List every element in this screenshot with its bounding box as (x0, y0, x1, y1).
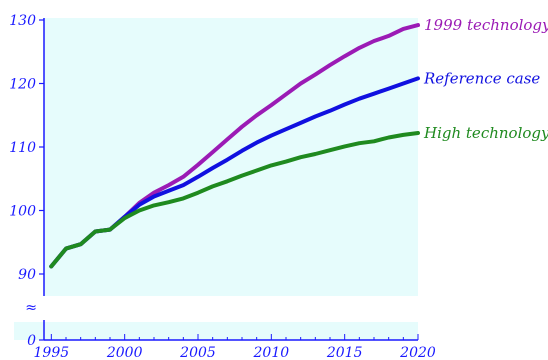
series-label: Reference case (423, 69, 540, 87)
y-tick-label: 0 (27, 333, 36, 349)
y-tick-label: 110 (9, 140, 36, 156)
axes: ≈ (14, 18, 419, 341)
series-labels: 1999 technology Reference case High techno… (423, 16, 548, 142)
series-line (49, 131, 420, 269)
series-lines (49, 23, 420, 269)
plot-area-bottom (44, 322, 418, 340)
x-tick-label: 2005 (179, 345, 216, 360)
y-tick-label: 130 (9, 13, 36, 29)
series-label: High technology (423, 124, 548, 142)
y-tick-label: 90 (18, 267, 36, 283)
y-tick-label: 100 (9, 204, 36, 220)
x-tick-label: 2000 (106, 345, 143, 360)
tick-labels: 0 90 100 110 120 130 1995 2000 2005 2010 2015 2020 (9, 13, 436, 360)
x-tick-label: 2010 (253, 345, 290, 360)
x-tick-label: 2020 (399, 345, 436, 360)
y-tick-label: 120 (9, 77, 36, 93)
y-axis-break-symbol: ≈ (25, 300, 37, 316)
plot-area-corner (14, 322, 44, 340)
x-tick-label: 2015 (326, 345, 363, 360)
x-tick-label: 1995 (34, 345, 70, 360)
series-label: 1999 technology (424, 16, 548, 34)
